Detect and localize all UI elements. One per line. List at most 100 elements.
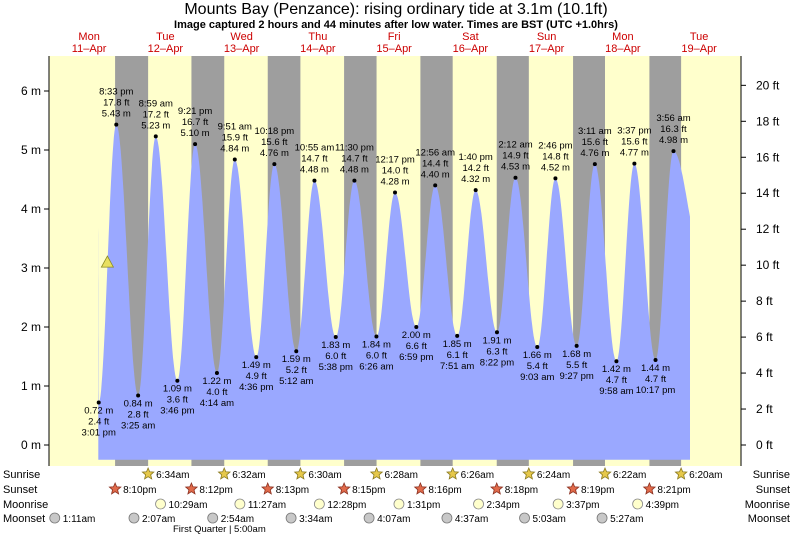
tide-point [374, 334, 379, 339]
tide-m-label: 4.28 m [380, 176, 409, 187]
tide-point [433, 183, 438, 188]
y-tick-label-ft: 4 ft [756, 366, 773, 380]
sunrise-time: 6:24am [537, 470, 570, 481]
sunrise-time: 6:20am [689, 470, 722, 481]
row-label-left: Sunrise [3, 469, 40, 481]
tide-point [312, 178, 317, 183]
tide-m-label: 1.59 m [282, 354, 311, 365]
tide-time-label: 9:27 pm [559, 371, 593, 382]
tide-time-label: 9:51 am [218, 121, 252, 132]
moonrise-icon [393, 498, 405, 510]
tide-time-label: 3:56 am [656, 113, 690, 124]
moonrise-time: 10:29am [169, 500, 208, 511]
sunrise-icon [369, 466, 384, 480]
y-tick-label-m: 0 m [21, 438, 41, 452]
moonset-time: 5:03am [533, 514, 566, 525]
sunset-icon [184, 481, 199, 495]
y-tick-label-m: 2 m [21, 320, 41, 334]
sunrise-icon [446, 466, 460, 480]
chart-subtitle: Image captured 2 hours and 44 minutes af… [174, 19, 618, 31]
moonrise-icon [473, 498, 484, 510]
tide-ft-label: 14.7 ft [301, 154, 328, 165]
tide-time-label: 12:17 pm [375, 154, 415, 165]
sunrise-icon [674, 466, 688, 480]
sunrise-icon [141, 466, 155, 480]
tide-time-label: 4:36 pm [239, 382, 273, 393]
tide-m-label: 4.48 m [300, 165, 329, 176]
tide-m-label: 0.84 m [124, 398, 153, 409]
tide-time-label: 3:37 pm [617, 126, 651, 137]
tide-point [153, 134, 158, 139]
y-tick-label-ft: 20 ft [756, 78, 780, 92]
tide-time-label: 3:11 am [578, 126, 612, 137]
tide-time-label: 3:01 pm [82, 428, 116, 439]
tide-ft-label: 5.5 ft [566, 360, 587, 371]
day-label-date: 13–Apr [224, 43, 260, 55]
y-tick-label-ft: 8 ft [756, 294, 773, 308]
day-label-date: 19–Apr [681, 43, 717, 55]
tide-m-label: 5.23 m [141, 120, 170, 131]
sunset-icon [260, 481, 275, 495]
moonset-icon [207, 512, 219, 524]
tide-ft-label: 6.6 ft [406, 341, 427, 352]
sunset-time: 8:13pm [276, 485, 309, 496]
tide-point [96, 400, 101, 405]
day-label-date: 14–Apr [300, 43, 336, 55]
moonrise-time: 1:31pm [407, 500, 440, 511]
tide-point [272, 162, 277, 167]
moonset-icon [49, 512, 61, 524]
sunrise-icon [598, 466, 612, 480]
tide-point [574, 343, 579, 348]
day-label-dow: Thu [308, 31, 327, 43]
moonset-icon [441, 512, 453, 524]
sunset-time: 8:21pm [657, 485, 690, 496]
tide-m-label: 4.32 m [461, 174, 490, 185]
sunrise-time: 6:32am [232, 470, 265, 481]
sunrise-time: 6:30am [308, 470, 341, 481]
tide-time-label: 6:26 am [359, 361, 393, 372]
tide-ft-label: 14.9 ft [502, 151, 529, 162]
tide-time-label: 9:21 pm [178, 106, 212, 117]
moonset-time: 5:27am [610, 514, 643, 525]
tide-point [494, 330, 499, 335]
day-label-dow: Fri [388, 31, 401, 43]
moonset-time: 1:11am [63, 514, 96, 525]
tide-m-label: 1.66 m [523, 350, 552, 361]
day-label-date: 12–Apr [148, 43, 184, 55]
tide-ft-label: 4.0 ft [206, 387, 227, 398]
tide-point [193, 142, 198, 147]
day-label-date: 17–Apr [529, 43, 565, 55]
tide-time-label: 3:46 pm [160, 406, 194, 417]
row-label-left: Sunset [3, 484, 37, 496]
moonset-time: 2:07am [142, 514, 175, 525]
tide-time-label: 8:59 am [139, 98, 173, 109]
moonrise-icon [313, 498, 325, 510]
moonrise-icon [234, 498, 246, 510]
tide-ft-label: 15.6 ft [582, 137, 609, 148]
tide-point [671, 149, 676, 154]
axes: 0 m 1 m 2 m 3 m 4 m 5 m 6 m 0 ft 2 ft 4 ft 6 ft 8 f… [21, 56, 780, 466]
tide-m-label: 2.00 m [402, 330, 431, 341]
tide-point [414, 325, 419, 329]
tide-time-label: 10:18 pm [255, 126, 295, 137]
moonrise-time: 4:39pm [646, 500, 679, 511]
sunrise-icon [522, 466, 536, 480]
tide-point [513, 175, 518, 180]
day-label-dow: Mon [78, 31, 99, 43]
tide-m-label: 1.85 m [443, 339, 472, 350]
sunset-icon [566, 481, 580, 495]
tide-time-label: 8:33 pm [99, 87, 133, 98]
tide-point [136, 393, 141, 398]
tide-point [614, 359, 619, 364]
tide-m-label: 4.53 m [501, 162, 530, 173]
tide-m-label: 4.40 m [421, 169, 450, 180]
sunset-time: 8:19pm [581, 485, 614, 496]
tide-m-label: 1.83 m [321, 340, 350, 351]
tide-ft-label: 15.6 ft [621, 137, 648, 148]
tide-ft-label: 17.8 ft [103, 98, 130, 109]
sunset-icon [337, 481, 351, 495]
tide-time-label: 5:38 pm [319, 362, 353, 373]
